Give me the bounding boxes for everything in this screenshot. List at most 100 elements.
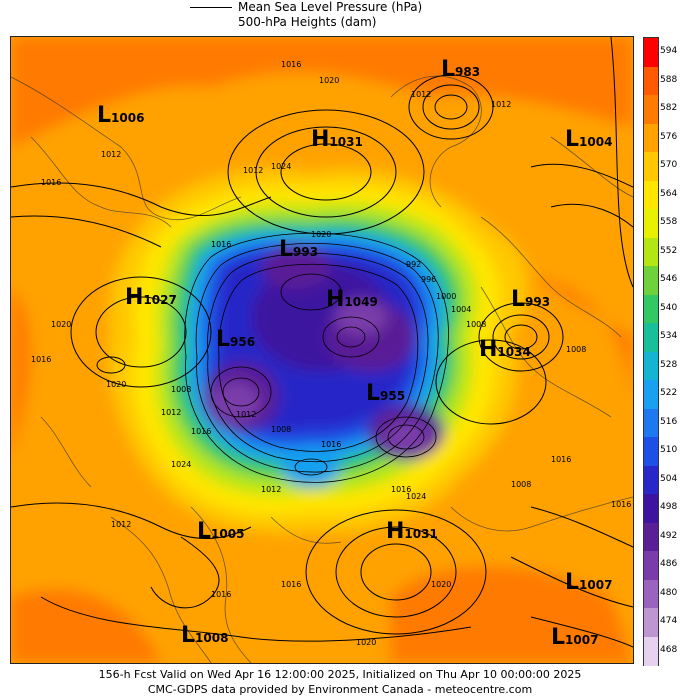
isobar-value-label: 1012 — [411, 90, 431, 99]
scale-label: 588 — [660, 74, 678, 85]
scale-label: 516 — [660, 416, 678, 427]
isobar-value-label: 1000 — [436, 292, 456, 301]
isobar-value-label: 1012 — [236, 410, 256, 419]
pressure-center: L983 — [441, 57, 481, 82]
isobar-contours — [11, 37, 633, 648]
scale-swatch — [644, 266, 658, 295]
scale-label: 594 — [660, 46, 678, 57]
scale-label: 534 — [660, 331, 678, 342]
scale-label: 564 — [660, 188, 678, 199]
isobar-value-label: 1008 — [466, 320, 486, 329]
isobar-value-label: 1020 — [106, 380, 126, 389]
scale-swatch — [644, 66, 658, 96]
isobar-value-label: 1016 — [611, 500, 631, 509]
scale-swatch — [644, 494, 658, 523]
scale-swatch — [644, 38, 658, 67]
isobar-value-label: 1008 — [271, 425, 291, 434]
isobar-labels: 1016 1020 1012 1024 1016 1012 1020 1016 1012 1016… — [31, 60, 631, 647]
data-credit-caption: CMC-GDPS data provided by Environment Ca… — [147, 683, 533, 696]
isobar-value-label: 1016 — [281, 580, 301, 589]
isobar-value-label: 1016 — [281, 60, 301, 69]
height-scale-labels: 594 588 582 576 570 564 558 552 546 540 534 528 522 5… — [660, 37, 680, 664]
heights-legend-label: 500-hPa Heights (dam) — [238, 15, 377, 29]
isobar-value-label: 1012 — [161, 408, 181, 417]
isobar-value-label: 1012 — [101, 150, 121, 159]
scale-swatch — [644, 123, 658, 153]
scale-swatch — [644, 294, 658, 324]
scale-swatch — [644, 465, 658, 495]
pressure-center: L1005 — [197, 519, 245, 544]
isobar-value-label: 1004 — [451, 305, 471, 314]
pressure-center: L1006 — [97, 103, 145, 128]
height-field-fill — [11, 37, 633, 663]
isobar-value-label: 1016 — [31, 355, 51, 364]
pressure-center: L956 — [216, 327, 256, 352]
isobar-value-label: 1012 — [243, 166, 263, 175]
scale-swatch — [644, 380, 658, 409]
scale-label: 528 — [660, 359, 678, 370]
scale-label: 504 — [660, 473, 678, 484]
scale-label: 480 — [660, 587, 678, 598]
scale-label: 486 — [660, 559, 678, 570]
scale-swatch — [644, 522, 658, 552]
pressure-center: L1008 — [181, 623, 229, 648]
scale-label: 582 — [660, 103, 678, 114]
scale-label: 552 — [660, 245, 678, 256]
scale-label: 540 — [660, 302, 678, 313]
scale-swatch — [644, 551, 658, 580]
isobar-value-label: 1016 — [41, 178, 61, 187]
pressure-center: H1049 — [326, 287, 378, 312]
scale-label: 576 — [660, 131, 678, 142]
scale-label: 492 — [660, 530, 678, 541]
scale-swatch — [644, 180, 658, 210]
isobar-value-label: 1016 — [211, 240, 231, 249]
scale-label: 510 — [660, 445, 678, 456]
pressure-center: L993 — [511, 287, 551, 312]
coastlines — [11, 75, 633, 663]
isobar-value-label: 1008 — [566, 345, 586, 354]
scale-label: 498 — [660, 502, 678, 513]
scale-swatch — [644, 351, 658, 381]
mslp-legend-label: Mean Sea Level Pressure (hPa) — [238, 0, 423, 14]
scale-label: 522 — [660, 388, 678, 399]
isobar-value-label: 1016 — [551, 455, 571, 464]
isobar-value-label: 1020 — [51, 320, 71, 329]
pressure-center: L1004 — [565, 127, 613, 152]
scale-label: 546 — [660, 274, 678, 285]
pressure-center: L955 — [366, 381, 406, 406]
isobar-value-label: 1016 — [191, 427, 211, 436]
height-color-scale — [643, 37, 659, 666]
forecast-map: 1016 1020 1012 1024 1016 1012 1020 1016 1012 1016… — [10, 36, 634, 664]
pressure-center: L993 — [279, 237, 319, 262]
scale-swatch — [644, 152, 658, 181]
forecast-valid-caption: 156-h Fcst Valid on Wed Apr 16 12:00:00 … — [98, 668, 582, 681]
contour-line-swatch — [190, 6, 232, 8]
isobar-value-label: 1012 — [261, 485, 281, 494]
scale-swatch — [644, 209, 658, 238]
pressure-center: H1031 — [311, 127, 363, 152]
scale-swatch — [644, 237, 658, 267]
mslp-legend-entry: Mean Sea Level Pressure (hPa) — [190, 0, 422, 14]
isobar-value-label: 1016 — [211, 590, 231, 599]
isobar-value-label: 1008 — [511, 480, 531, 489]
scale-swatch — [644, 323, 658, 352]
isobar-value-label: 1020 — [319, 76, 339, 85]
isobar-value-label: 1020 — [431, 580, 451, 589]
scale-swatch — [644, 636, 658, 666]
map-legend: Mean Sea Level Pressure (hPa) 500-hPa He… — [0, 0, 680, 34]
isobar-value-label: 1008 — [171, 385, 191, 394]
scale-swatch — [644, 437, 658, 466]
heights-legend-entry: 500-hPa Heights (dam) — [190, 15, 376, 29]
isobar-value-label: 992 — [406, 260, 421, 269]
isobar-value-label: 1024 — [406, 492, 426, 501]
isobar-value-label: 1024 — [271, 162, 291, 171]
scale-label: 558 — [660, 217, 678, 228]
isobar-value-label: 1020 — [356, 638, 376, 647]
pressure-center: H1031 — [386, 519, 438, 544]
pressure-center: H1027 — [125, 285, 177, 310]
isobar-value-label: 1024 — [171, 460, 191, 469]
isobar-value-label: 1012 — [111, 520, 131, 529]
scale-label: 570 — [660, 160, 678, 171]
scale-label: 474 — [660, 616, 678, 627]
isobar-value-label: 996 — [421, 275, 436, 284]
